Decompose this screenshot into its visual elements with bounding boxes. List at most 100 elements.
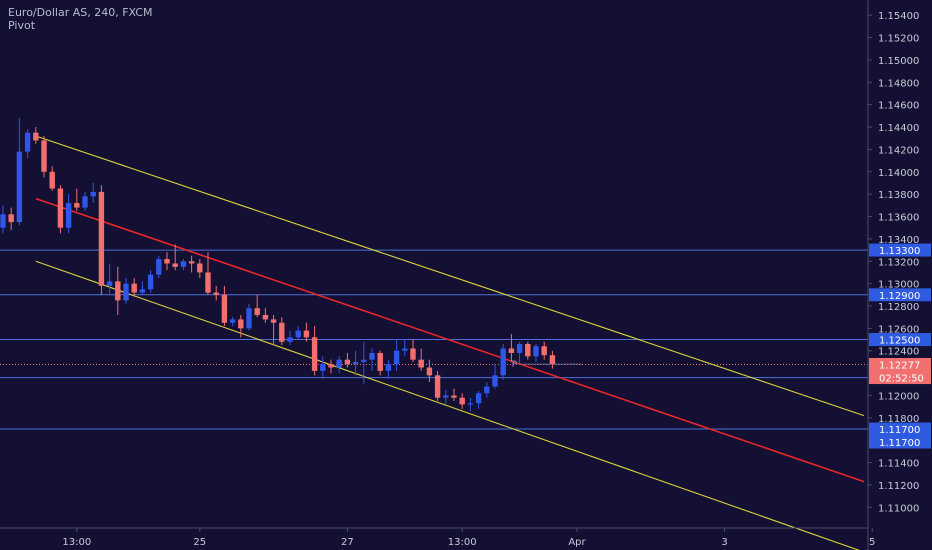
candle-body [443,395,449,398]
candle-body [131,283,137,293]
candle-body [352,361,359,365]
level-price-tag-text: 1.12500 [879,336,920,347]
candle-body [533,346,539,357]
candle [164,252,170,271]
candle-body [336,359,342,368]
candle [221,285,228,327]
candle-body [254,308,260,315]
y-tick-label: 1.11200 [878,481,919,492]
candle-body [311,337,318,371]
y-tick-label: 1.14800 [878,78,919,89]
candle-body [123,283,129,301]
candle-body [303,330,310,338]
candle [106,263,113,295]
level-price-tag-text: 1.13300 [879,246,920,257]
current-price-tag-bg [869,357,931,371]
candle-body [213,292,219,295]
time-axis[interactable]: 13:00 25 27 13:00 Apr 3 5 [62,528,875,548]
candle [393,339,400,371]
candle-body [139,289,146,293]
current-price-tag: 1.12277 [869,357,931,371]
candle-body [320,364,326,371]
indicator-label: Pivot [8,19,36,32]
candle-body [287,337,293,342]
y-tick-label: 1.12800 [878,302,919,313]
candle-body [188,261,195,264]
candle [434,370,441,402]
candle-body [525,344,531,357]
candle-body [467,403,474,405]
y-tick-label: 1.14200 [878,145,919,156]
level-price-tag: 1.11700 [869,435,931,449]
candle [115,266,121,315]
candle-body [8,214,14,223]
candle-body [16,151,23,223]
candle-body [74,203,80,208]
x-tick-label: 13:00 [448,537,477,548]
x-tick-label: 27 [341,537,354,548]
candle-body [361,359,367,362]
candle [147,270,154,293]
y-tick-label: 1.15400 [878,11,919,22]
candle [90,182,96,204]
candle [98,185,105,295]
y-tick-label: 1.14000 [878,168,919,179]
candle-body [90,191,96,197]
candle-body [57,188,64,228]
candle [139,281,146,295]
candle [352,350,359,376]
candle [320,356,326,379]
candle [16,118,23,226]
candle [188,255,195,273]
channel-lines [35,135,865,550]
x-tick-label: 3 [721,537,727,548]
candle-body [410,348,416,360]
candle-body [197,263,203,273]
candle [82,191,88,211]
candle [311,326,318,376]
pivot-marker: P [512,360,583,370]
candle [123,278,129,304]
level-price-tag-bg [869,333,931,347]
candle [541,341,547,360]
candle-body [418,359,424,368]
level-price-tag-bg [869,435,931,449]
candle [180,259,187,271]
candle-body [385,364,392,371]
candle [270,314,277,346]
y-tick-label: 1.11400 [878,459,919,470]
candle [484,382,490,398]
candle-body [516,344,523,353]
candle [295,326,301,340]
candle-body [328,364,334,368]
candle-body [156,259,162,275]
candle-body [492,375,498,387]
candle-body [238,319,244,329]
level-price-tag-bg [869,288,931,302]
candle-body [147,274,154,290]
pivot-label: P [512,360,518,370]
candle-body [426,367,433,376]
candle-body [0,214,6,228]
candle-body [451,395,457,398]
level-price-tag: 1.11700 [869,422,931,436]
candle [426,359,433,383]
level-price-tag: 1.12900 [869,288,931,302]
candle-body [82,196,88,208]
channel-line-upper [35,135,865,417]
candle [213,285,219,301]
candle [33,127,39,144]
candle-body [164,259,170,264]
candle [24,129,31,159]
candle-body [262,314,269,320]
symbol-title: Euro/Dollar AS, 240, FXCM [8,6,153,19]
candle [57,185,64,234]
price-labels: 1.133001.129001.125001.121601.117001.117… [869,243,931,449]
y-tick-label: 1.11800 [878,414,919,425]
candle-body [377,352,383,371]
candle [402,339,408,357]
x-tick-label: 5 [869,537,875,548]
candle-body [549,355,556,365]
